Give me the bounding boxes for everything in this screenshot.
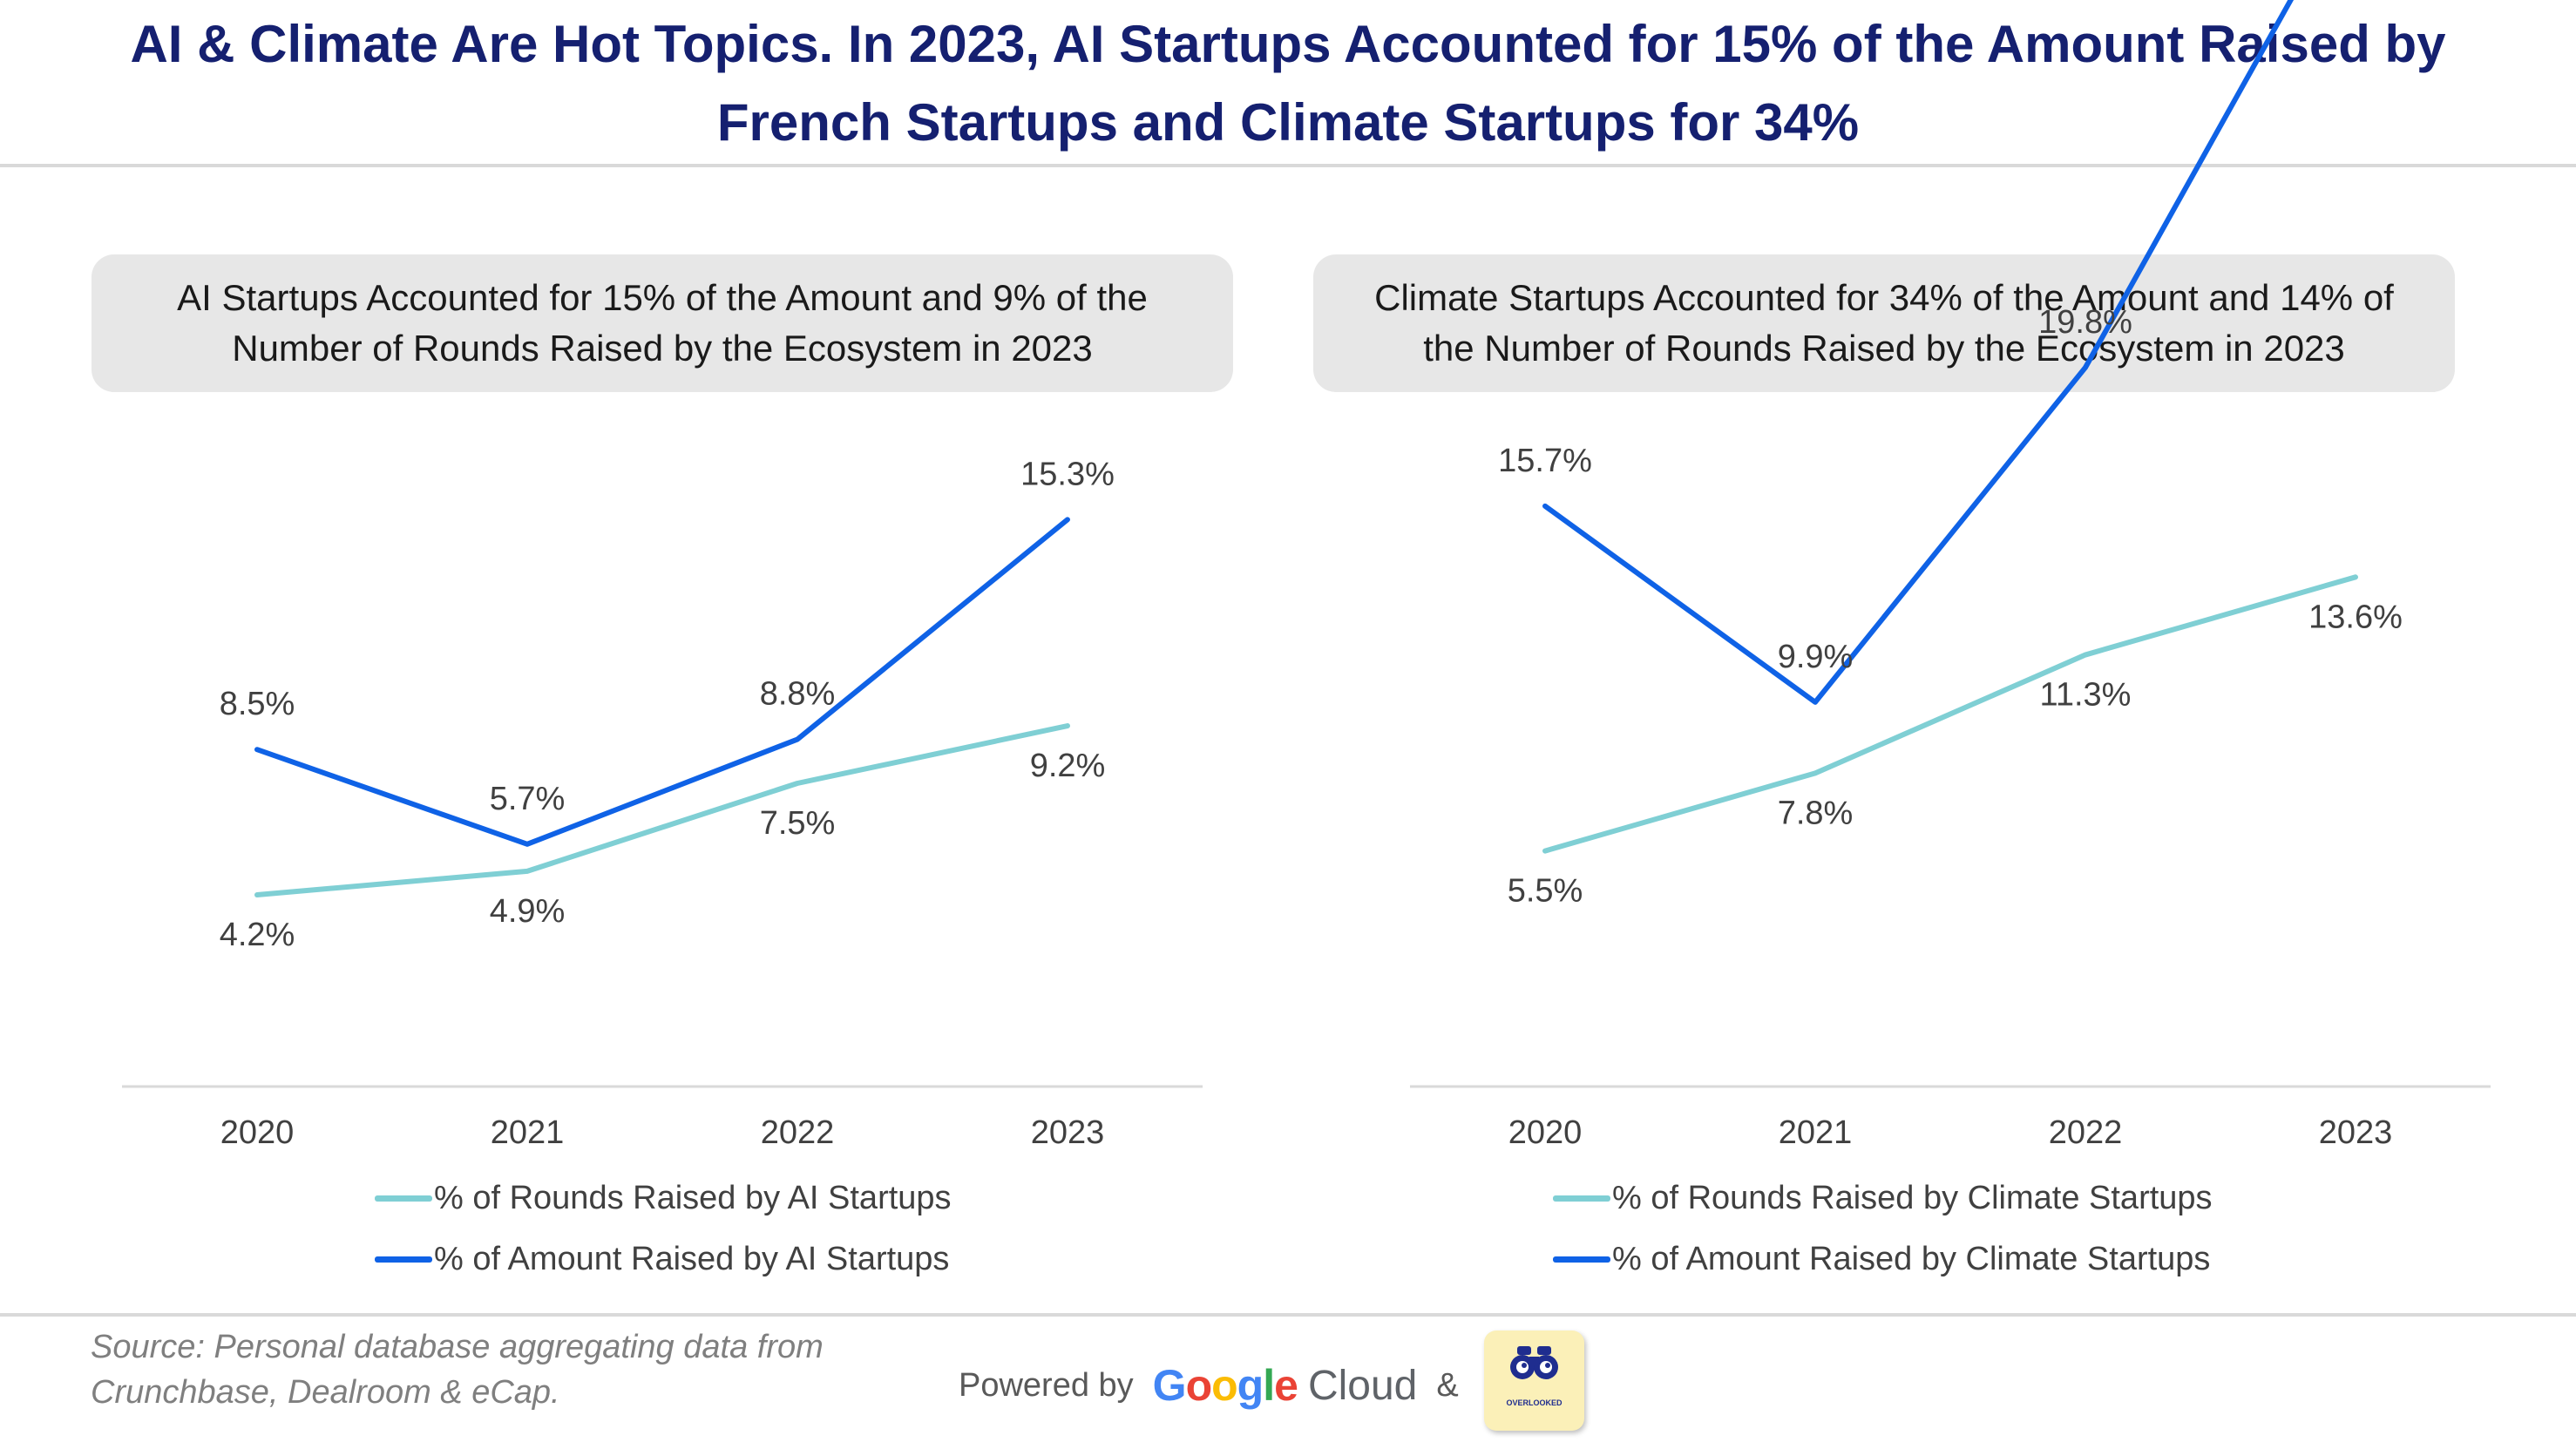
x-tick-label: 2023 — [1031, 1114, 1105, 1151]
data-label: 19.8% — [2038, 304, 2132, 341]
legend-swatch-amount — [375, 1256, 432, 1263]
x-tick-label: 2020 — [220, 1114, 295, 1151]
source-line-1: Source: Personal database aggregating da… — [91, 1329, 824, 1365]
data-label: 13.6% — [2308, 599, 2403, 635]
google-letter: G — [1152, 1361, 1187, 1410]
x-tick-label: 2022 — [761, 1114, 835, 1151]
series-line — [254, 517, 1070, 847]
source-line-2: Crunchbase, Dealroom & eCap. — [91, 1374, 560, 1411]
legend-label: % of Amount Raised by Climate Startups — [1612, 1240, 2211, 1277]
google-letter: o — [1185, 1361, 1213, 1410]
x-tick-label: 2022 — [2049, 1114, 2123, 1151]
google-letter: l — [1263, 1361, 1275, 1410]
google-letter: e — [1274, 1361, 1298, 1410]
source-note: Source: Personal database aggregating da… — [91, 1324, 945, 1415]
climate-chart-legend: % of Rounds Raised by Climate Startups %… — [1553, 1168, 2213, 1290]
page-title-line-1: AI & Climate Are Hot Topics. In 2023, AI… — [130, 15, 2446, 73]
legend-swatch-rounds — [375, 1195, 432, 1202]
page-title: AI & Climate Are Hot Topics. In 2023, AI… — [0, 5, 2576, 162]
ampersand: & — [1436, 1366, 1459, 1404]
bottom-divider — [0, 1313, 2576, 1317]
data-label: 4.9% — [490, 893, 566, 930]
legend-item-ai-rounds: % of Rounds Raised by AI Startups — [375, 1168, 952, 1229]
x-tick-label: 2023 — [2319, 1114, 2393, 1151]
legend-swatch-amount — [1553, 1256, 1610, 1263]
ai-chart-title: AI Startups Accounted for 15% of the Amo… — [92, 254, 1233, 392]
data-label: 8.8% — [760, 676, 836, 713]
legend-item-climate-amount: % of Amount Raised by Climate Startups — [1553, 1229, 2213, 1290]
data-label: 15.3% — [1020, 456, 1115, 492]
x-tick-label: 2020 — [1508, 1114, 1583, 1151]
logo-wordmark: OVERLOOKED — [1506, 1398, 1563, 1407]
data-label: 15.7% — [1498, 443, 1592, 479]
data-label: 4.2% — [220, 917, 295, 953]
data-label: 7.8% — [1778, 795, 1854, 831]
ai-chart-legend: % of Rounds Raised by AI Startups % of A… — [375, 1168, 952, 1290]
data-label: 8.5% — [220, 686, 295, 722]
legend-swatch-rounds — [1553, 1195, 1610, 1202]
cloud-label: Cloud — [1307, 1362, 1418, 1409]
legend-label: % of Rounds Raised by Climate Startups — [1612, 1179, 2213, 1216]
x-tick-label: 2021 — [491, 1114, 565, 1151]
powered-by-label: Powered by — [959, 1366, 1134, 1404]
data-label: 9.2% — [1030, 748, 1106, 784]
legend-item-climate-rounds: % of Rounds Raised by Climate Startups — [1553, 1168, 2213, 1229]
data-label: 9.9% — [1778, 639, 1854, 675]
series-line — [1542, 0, 2295, 705]
legend-label: % of Amount Raised by AI Startups — [434, 1240, 950, 1277]
legend-item-ai-amount: % of Amount Raised by AI Startups — [375, 1229, 952, 1290]
data-label: 5.5% — [1508, 873, 1583, 910]
powered-by: Powered by Google Cloud & — [959, 1359, 1459, 1412]
data-label: 11.3% — [2040, 677, 2132, 714]
climate-line-chart: 2020 2021 2022 2023 5.5% 7.8% 11.3% 13.6% 15.7% 9… — [1410, 0, 2491, 1151]
google-letter: g — [1237, 1361, 1264, 1410]
overlooked-logo: OVERLOOKED — [1484, 1331, 1584, 1431]
data-label: 7.5% — [760, 805, 836, 842]
climate-chart-title: Climate Startups Accounted for 34% of th… — [1313, 254, 2455, 392]
binoculars-icon — [1510, 1346, 1558, 1379]
google-logo: Google — [1153, 1360, 1298, 1411]
x-tick-label: 2021 — [1779, 1114, 1853, 1151]
data-label: 5.7% — [490, 781, 566, 817]
google-letter: o — [1211, 1361, 1238, 1410]
series-line — [254, 723, 1070, 898]
legend-label: % of Rounds Raised by AI Startups — [434, 1179, 952, 1216]
ai-line-chart: 2020 2021 2022 2023 4.2% 4.9% 7.5% 9.2% 8.5% 5.7%… — [122, 456, 1203, 1151]
top-divider — [0, 164, 2576, 167]
page-title-line-2: French Startups and Climate Startups for… — [716, 93, 1860, 152]
series-line — [1542, 574, 2358, 854]
